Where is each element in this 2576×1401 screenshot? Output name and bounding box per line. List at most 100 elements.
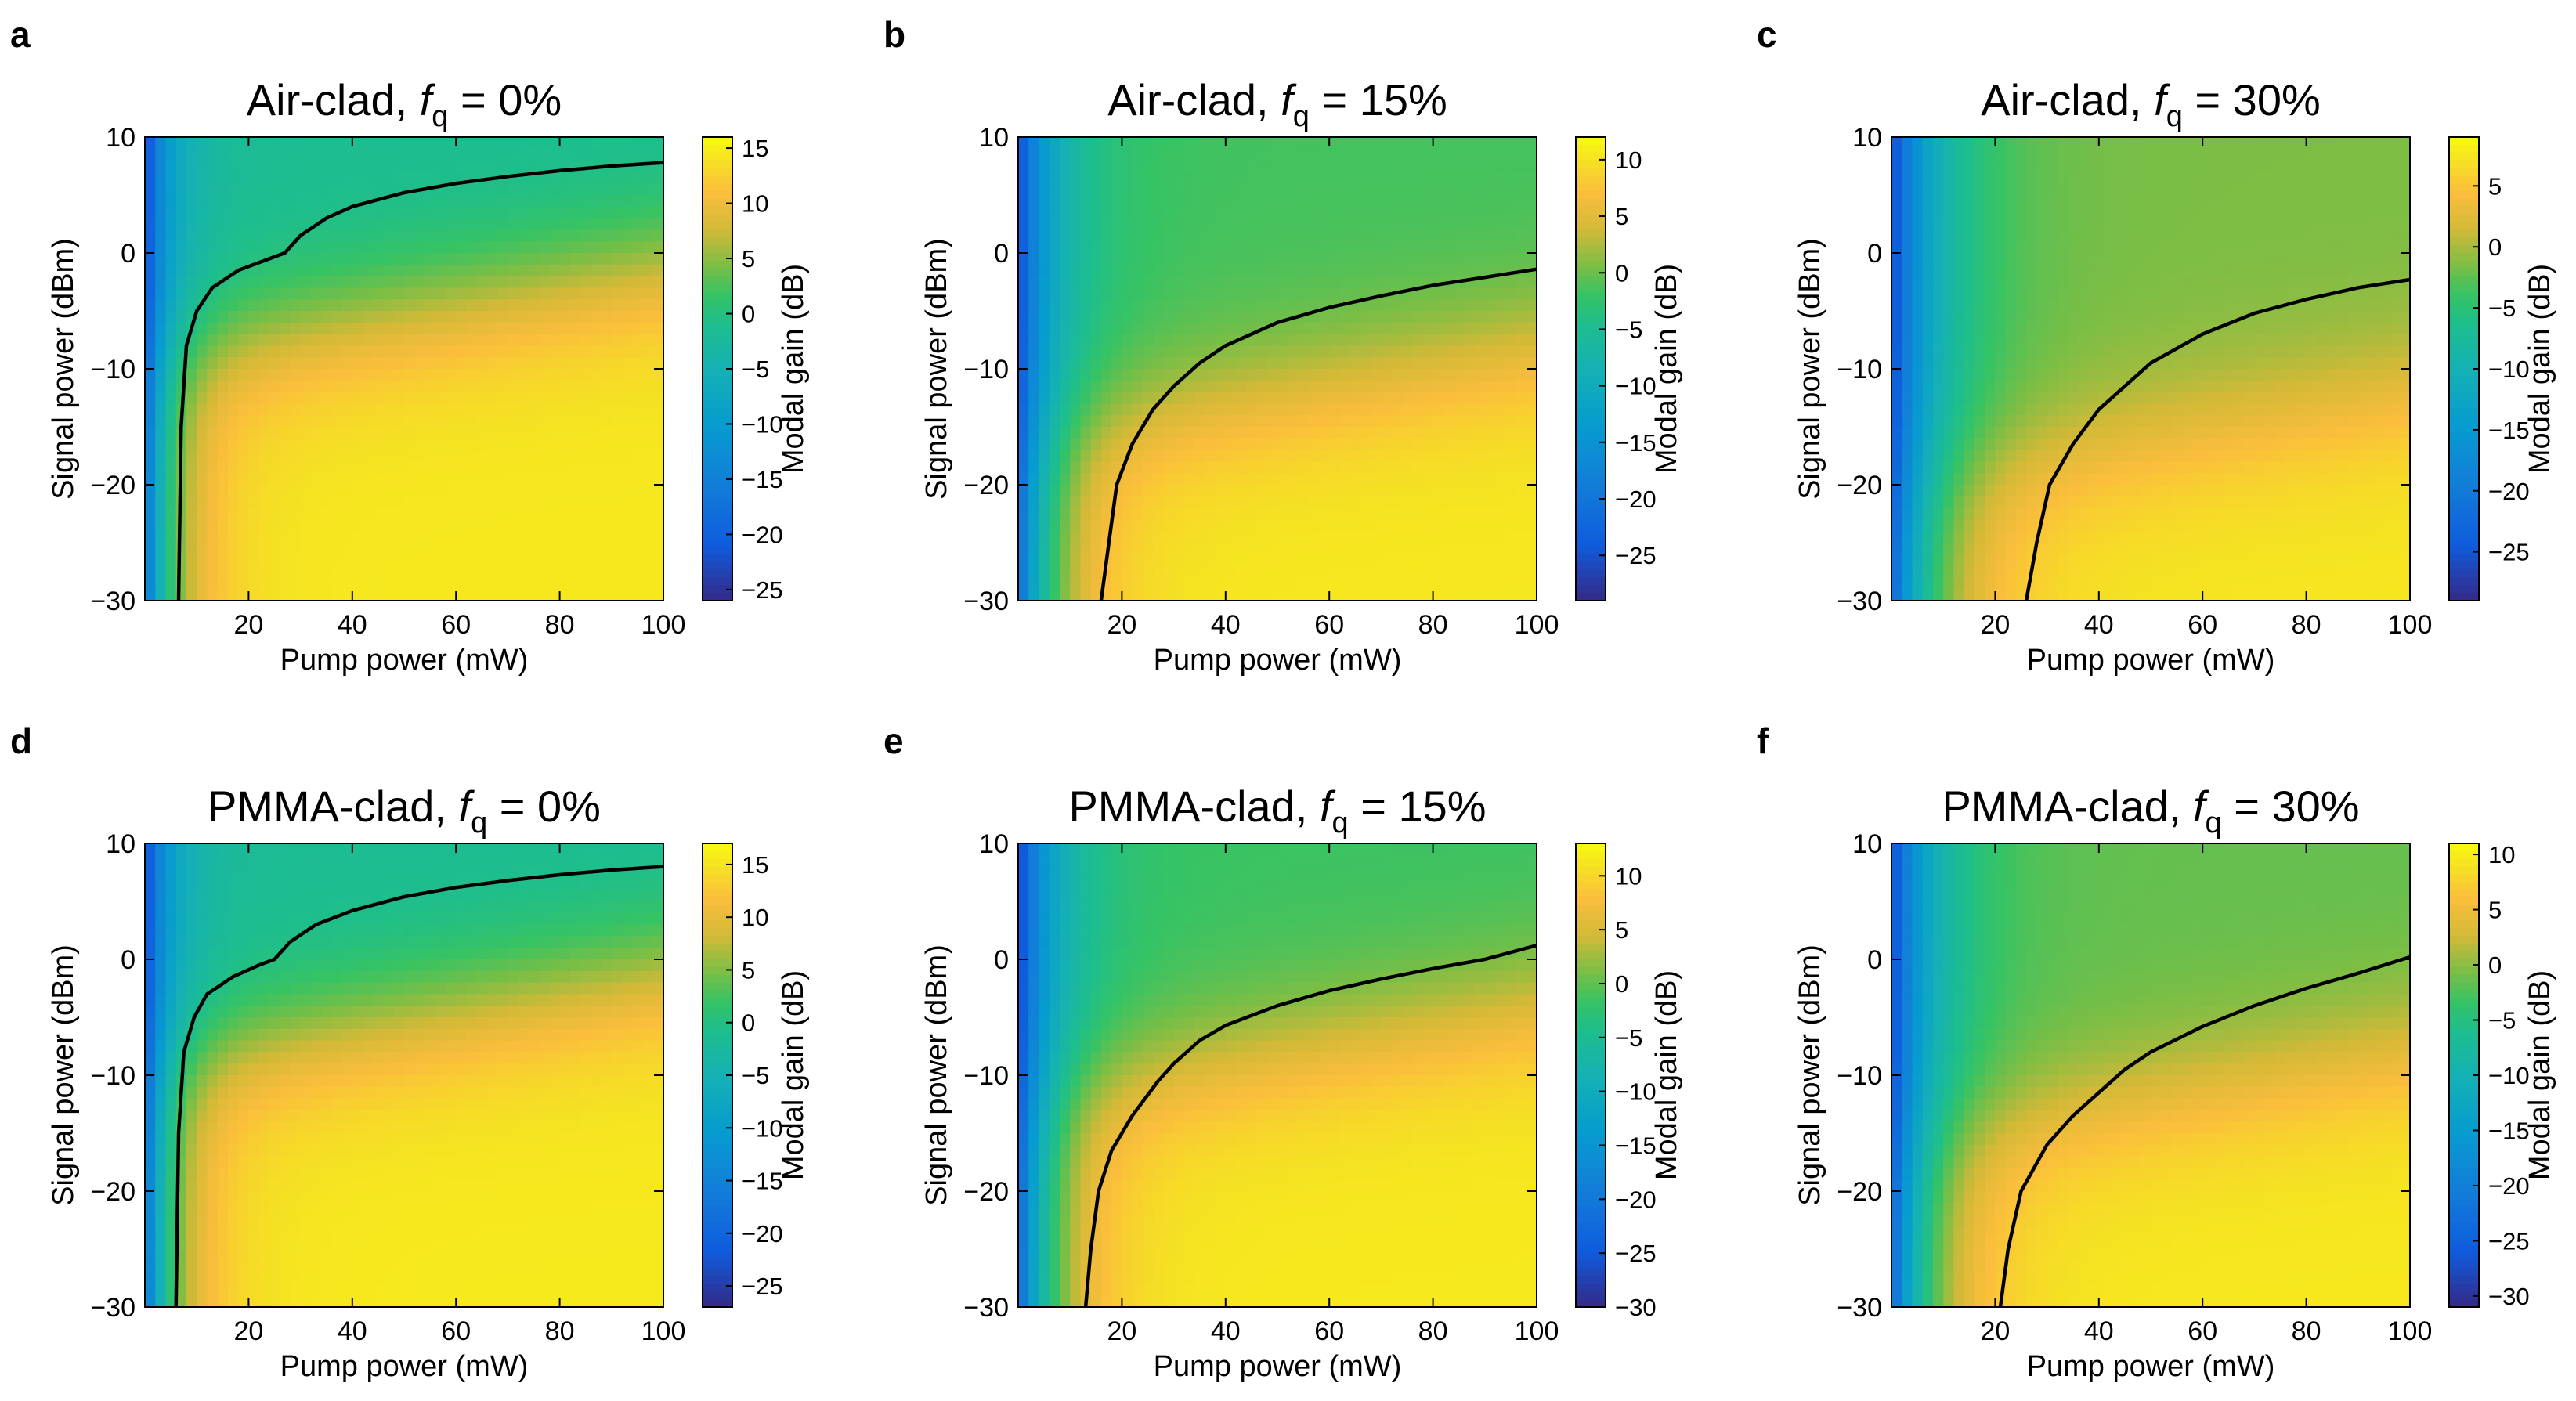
heatmap-cell	[611, 403, 623, 416]
heatmap-cell	[331, 473, 343, 486]
heatmap-cell	[1163, 334, 1175, 346]
heatmap-cell	[2078, 137, 2090, 150]
heatmap-cell	[1049, 554, 1060, 567]
heatmap-cell	[373, 543, 385, 555]
heatmap-cell	[1256, 577, 1268, 590]
heatmap-cell	[1246, 531, 1258, 543]
heatmap-cell	[1070, 589, 1082, 601]
heatmap-cell	[466, 473, 478, 486]
heatmap-cell	[1505, 357, 1517, 370]
heatmap-cell	[1985, 577, 1996, 590]
heatmap-cell	[1142, 195, 1154, 208]
heatmap-cell	[435, 473, 446, 486]
heatmap-cell	[1381, 589, 1393, 601]
heatmap-cell	[1412, 531, 1423, 543]
heatmap-cell	[1371, 507, 1382, 520]
heatmap-cell	[227, 299, 239, 312]
heatmap-cell	[1922, 507, 1934, 520]
heatmap-cell	[1433, 450, 1444, 462]
heatmap-cell	[539, 450, 550, 462]
heatmap-cell	[310, 276, 322, 288]
heatmap-cell	[1985, 253, 1996, 265]
heatmap-cell	[549, 403, 561, 416]
heatmap-cell	[363, 531, 374, 543]
heatmap-cell	[1018, 334, 1029, 346]
heatmap-cell	[1318, 450, 1330, 462]
heatmap-cell	[1412, 369, 1423, 381]
heatmap-cell	[1932, 507, 1944, 520]
heatmap-cell	[425, 172, 436, 184]
colorbar-segment	[1576, 415, 1606, 424]
heatmap-cell	[1985, 415, 1996, 428]
heatmap-cell	[373, 461, 385, 474]
heatmap-cell	[1132, 380, 1143, 393]
heatmap-cell	[207, 461, 219, 474]
heatmap-cell	[186, 485, 197, 497]
heatmap-cell	[1464, 229, 1476, 242]
heatmap-cell	[435, 241, 446, 254]
heatmap-cell	[539, 241, 550, 254]
colorbar-segment	[1576, 546, 1606, 555]
heatmap-cell	[1932, 299, 1944, 312]
heatmap-cell	[580, 461, 591, 474]
heatmap-cell	[383, 276, 395, 288]
heatmap-cell	[2047, 392, 2058, 404]
heatmap-cell	[1266, 507, 1278, 520]
heatmap-cell	[1495, 461, 1506, 474]
heatmap-cell	[1964, 531, 1975, 543]
heatmap-cell	[1484, 241, 1496, 254]
heatmap-cell	[1474, 589, 1486, 601]
heatmap-cell	[1902, 160, 1913, 172]
heatmap-cell	[1371, 519, 1382, 532]
heatmap-cell	[1953, 438, 1965, 451]
heatmap-cell	[363, 403, 374, 416]
heatmap-cell	[1049, 473, 1060, 486]
heatmap-cell	[1349, 311, 1361, 323]
heatmap-cell	[1308, 172, 1320, 184]
heatmap-cell	[217, 299, 229, 312]
heatmap-cell	[1349, 264, 1361, 277]
x-axis-label: Pump power (mW)	[1154, 644, 1402, 677]
heatmap-cell	[528, 496, 540, 509]
heatmap-cell	[1329, 531, 1341, 543]
heatmap-cell	[601, 554, 612, 567]
heatmap-cell	[1288, 403, 1299, 416]
heatmap-cell	[1443, 427, 1454, 439]
heatmap-cell	[1028, 241, 1040, 254]
heatmap-cell	[1964, 218, 1975, 230]
heatmap-cell	[539, 403, 550, 416]
heatmap-cell	[363, 380, 374, 393]
heatmap-cell	[227, 589, 239, 601]
heatmap-cell	[290, 264, 302, 277]
heatmap-cell	[2026, 473, 2037, 486]
heatmap-cell	[476, 148, 488, 161]
heatmap-cell	[1412, 357, 1423, 370]
heatmap-cell	[497, 403, 508, 416]
heatmap-cell	[559, 392, 571, 404]
heatmap-cell	[1194, 287, 1205, 300]
heatmap-cell	[642, 427, 654, 439]
heatmap-cell	[1039, 264, 1050, 277]
heatmap-cell	[2047, 183, 2058, 196]
heatmap-cell	[1298, 507, 1310, 520]
heatmap-cell	[1018, 450, 1029, 462]
heatmap-cell	[1049, 322, 1060, 335]
heatmap-cell	[1474, 345, 1486, 358]
heatmap-cell	[1371, 438, 1382, 451]
heatmap-cell	[1236, 148, 1247, 161]
heatmap-cell	[1912, 253, 1924, 265]
heatmap-cell	[300, 380, 312, 393]
heatmap-cell	[1070, 485, 1082, 497]
heatmap-cell	[1111, 195, 1122, 208]
heatmap-cell	[248, 369, 260, 381]
heatmap-cell	[1964, 473, 1975, 486]
heatmap-cell	[591, 148, 602, 161]
heatmap-cell	[414, 345, 426, 358]
heatmap-cell	[217, 427, 229, 439]
heatmap-cell	[622, 148, 633, 161]
heatmap-cell	[1391, 485, 1403, 497]
heatmap-cell	[1329, 438, 1341, 451]
heatmap-cell	[1953, 172, 1965, 184]
heatmap-cell	[1163, 507, 1175, 520]
heatmap-cell	[486, 264, 498, 277]
